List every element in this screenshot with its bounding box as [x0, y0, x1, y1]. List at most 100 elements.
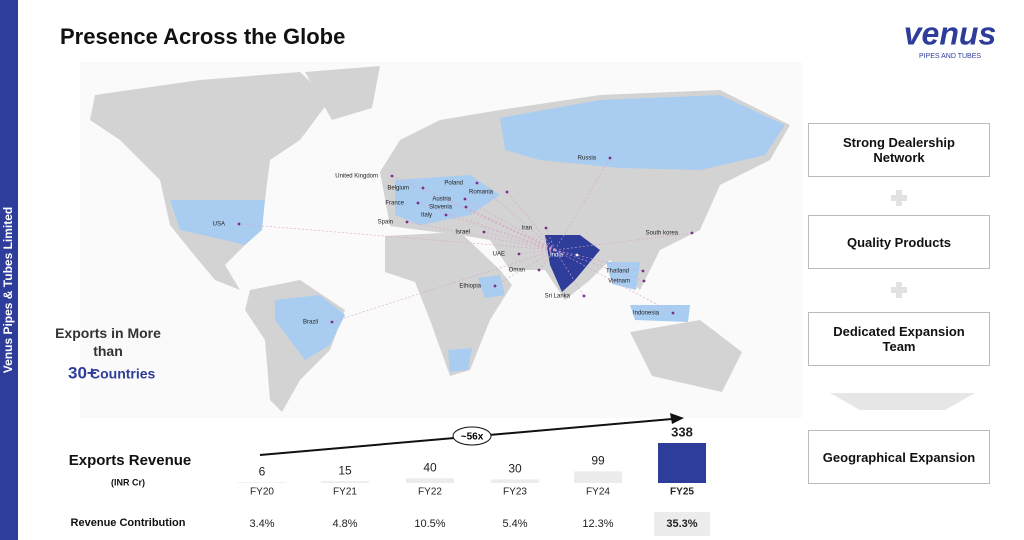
trade-route — [476, 182, 556, 251]
highlight-country — [448, 348, 472, 372]
plus-icon — [891, 190, 907, 206]
country-label: Austria — [432, 197, 451, 203]
fiscal-year: FY23 — [503, 487, 527, 498]
revenue-bar — [658, 443, 706, 483]
world-map: United Kingdom Poland Belgium Romania Austri… — [80, 62, 802, 418]
country-dot — [517, 252, 521, 256]
country-label: Poland — [444, 181, 463, 187]
continent — [385, 232, 512, 376]
country-dot — [608, 156, 612, 160]
country-dot — [482, 230, 486, 234]
country-dot — [463, 197, 467, 201]
highlight-country — [170, 200, 265, 245]
funnel-arrow — [830, 393, 975, 410]
country-label: South korea — [646, 231, 679, 237]
country-dot — [421, 186, 425, 190]
highlight-country — [606, 262, 640, 290]
country-dot — [493, 284, 497, 288]
highlight-country — [478, 275, 505, 298]
country-label: Russia — [578, 156, 597, 162]
country-label: Belgium — [387, 186, 409, 192]
revenue-value: 15 — [338, 463, 352, 477]
revenue-bar — [406, 478, 454, 483]
pillar-box: Dedicated Expansion Team — [808, 312, 990, 366]
trade-route — [554, 232, 693, 251]
revenue-title: Exports Revenue — [69, 452, 192, 469]
fiscal-year: FY20 — [250, 487, 274, 498]
contribution-highlight — [654, 512, 710, 536]
country-label: Ethiopia — [459, 284, 481, 290]
country-dot — [416, 201, 420, 205]
country-dot — [444, 213, 448, 217]
country-label: Spain — [378, 220, 393, 226]
growth-label: ~56x — [461, 432, 484, 443]
fiscal-year: FY24 — [586, 487, 610, 498]
country-label: Israel — [455, 230, 470, 236]
country-label: Italy — [421, 213, 432, 219]
country-label: Iran — [522, 226, 532, 232]
country-label: Indonesia — [633, 311, 660, 317]
arrow-head — [670, 413, 684, 424]
country-label: Slovenia — [429, 205, 453, 211]
country-label: Romania — [469, 190, 494, 196]
country-dot — [237, 222, 241, 226]
sidebar-text: Venus Pipes & Tubes Limited — [1, 207, 15, 373]
country-dot — [544, 226, 548, 230]
country-dot — [330, 320, 334, 324]
growth-badge — [452, 426, 492, 446]
country-dot — [405, 220, 409, 224]
country-dot — [642, 279, 646, 283]
highlight-country — [500, 95, 785, 170]
trade-route — [554, 249, 585, 297]
pillar-box: Strong Dealership Network — [808, 123, 990, 177]
plus-icon — [891, 282, 907, 298]
country-dot — [464, 205, 468, 209]
callout-label: Countries — [90, 366, 156, 382]
pillar-box: Quality Products — [808, 215, 990, 269]
country-dot — [671, 311, 675, 315]
country-label: Oman — [509, 268, 525, 274]
callout-count: 30+ — [68, 363, 97, 382]
trade-route — [506, 191, 556, 251]
revenue-bar — [574, 471, 622, 483]
revenue-bar — [238, 482, 286, 483]
trade-route — [465, 206, 556, 251]
contribution: 3.4% — [249, 518, 274, 530]
trade-route — [445, 214, 556, 251]
trade-route — [331, 249, 556, 323]
india — [545, 235, 600, 292]
trade-route — [391, 175, 556, 251]
country-label: India — [550, 253, 564, 259]
country-dot — [390, 174, 394, 178]
revenue-value: 99 — [591, 453, 605, 467]
contribution: 35.3% — [666, 518, 697, 530]
logo-tagline: PIPES AND TUBES — [919, 53, 981, 60]
fiscal-year: FY21 — [333, 487, 357, 498]
fiscal-year: FY22 — [418, 487, 442, 498]
revenue-bar — [491, 479, 539, 483]
country-label: Sri Lanka — [545, 294, 571, 300]
trade-route — [554, 249, 644, 272]
contribution: 12.3% — [582, 518, 613, 530]
country-dot — [690, 231, 694, 235]
sidebar — [0, 0, 18, 540]
country-dot — [505, 190, 509, 194]
logo: venus — [904, 15, 996, 51]
revenue-value: 338 — [671, 424, 693, 439]
country-dot — [582, 294, 586, 298]
highlight-country — [275, 295, 345, 360]
trade-route — [406, 221, 556, 251]
country-dot — [575, 253, 579, 257]
continent — [630, 320, 742, 392]
country-label: UAE — [493, 252, 505, 258]
contribution: 10.5% — [414, 518, 445, 530]
continent — [305, 66, 380, 120]
country-label: France — [385, 201, 404, 207]
title: Presence Across the Globe — [60, 24, 345, 49]
revenue-bar — [321, 481, 369, 483]
country-label: Brazil — [303, 320, 318, 326]
pillar-box: Geographical Expansion — [808, 430, 990, 484]
callout-line1: Exports in More than — [55, 325, 161, 359]
highlight-country — [630, 305, 690, 322]
